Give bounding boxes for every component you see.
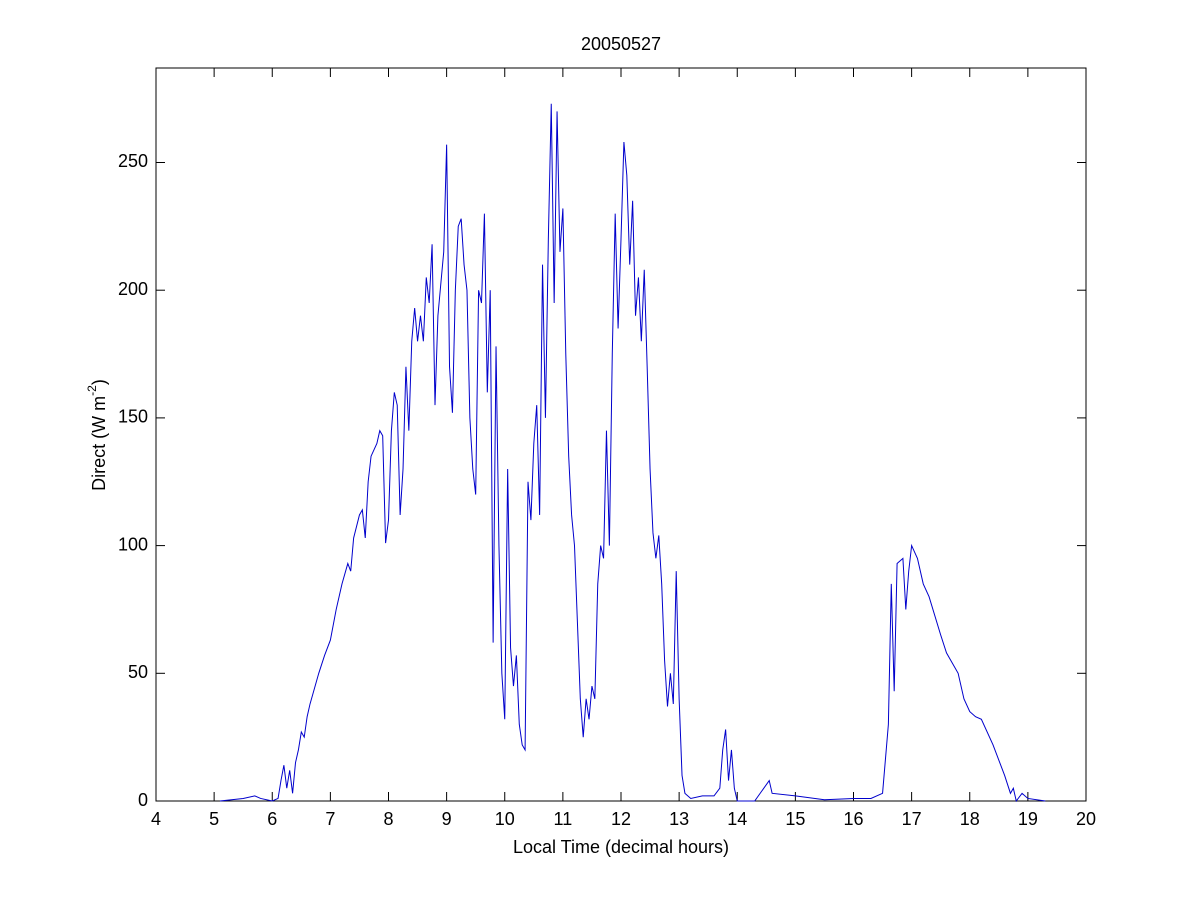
- x-tick-label: 19: [1018, 809, 1038, 829]
- x-tick-label: 14: [727, 809, 747, 829]
- y-axis-label-text: Direct (W m: [89, 396, 109, 491]
- y-axis-label: Direct (W m-2): [85, 379, 109, 491]
- y-tick-label: 150: [118, 407, 148, 427]
- data-line: [219, 103, 1046, 803]
- y-axis-label-superscript: -2: [85, 385, 99, 396]
- x-tick-label: 10: [495, 809, 515, 829]
- x-tick-label: 16: [843, 809, 863, 829]
- x-tick-label: 18: [960, 809, 980, 829]
- y-tick-label: 50: [128, 662, 148, 682]
- x-tick-label: 9: [442, 809, 452, 829]
- y-tick-label: 100: [118, 534, 148, 554]
- y-axis-label-suffix: ): [89, 379, 109, 385]
- x-tick-label: 12: [611, 809, 631, 829]
- chart-title: 20050527: [581, 34, 661, 54]
- y-tick-label: 250: [118, 151, 148, 171]
- x-tick-label: 17: [902, 809, 922, 829]
- x-tick-label: 11: [554, 809, 573, 829]
- x-tick-label: 7: [325, 809, 335, 829]
- x-tick-label: 8: [383, 809, 393, 829]
- x-tick-label: 6: [267, 809, 277, 829]
- x-tick-label: 20: [1076, 809, 1096, 829]
- x-tick-label: 13: [669, 809, 689, 829]
- x-tick-label: 4: [151, 809, 161, 829]
- x-axis-label: Local Time (decimal hours): [513, 837, 729, 857]
- x-tick-label: 5: [209, 809, 219, 829]
- x-tick-label: 15: [785, 809, 805, 829]
- y-tick-label: 200: [118, 279, 148, 299]
- y-tick-label: 0: [138, 790, 148, 810]
